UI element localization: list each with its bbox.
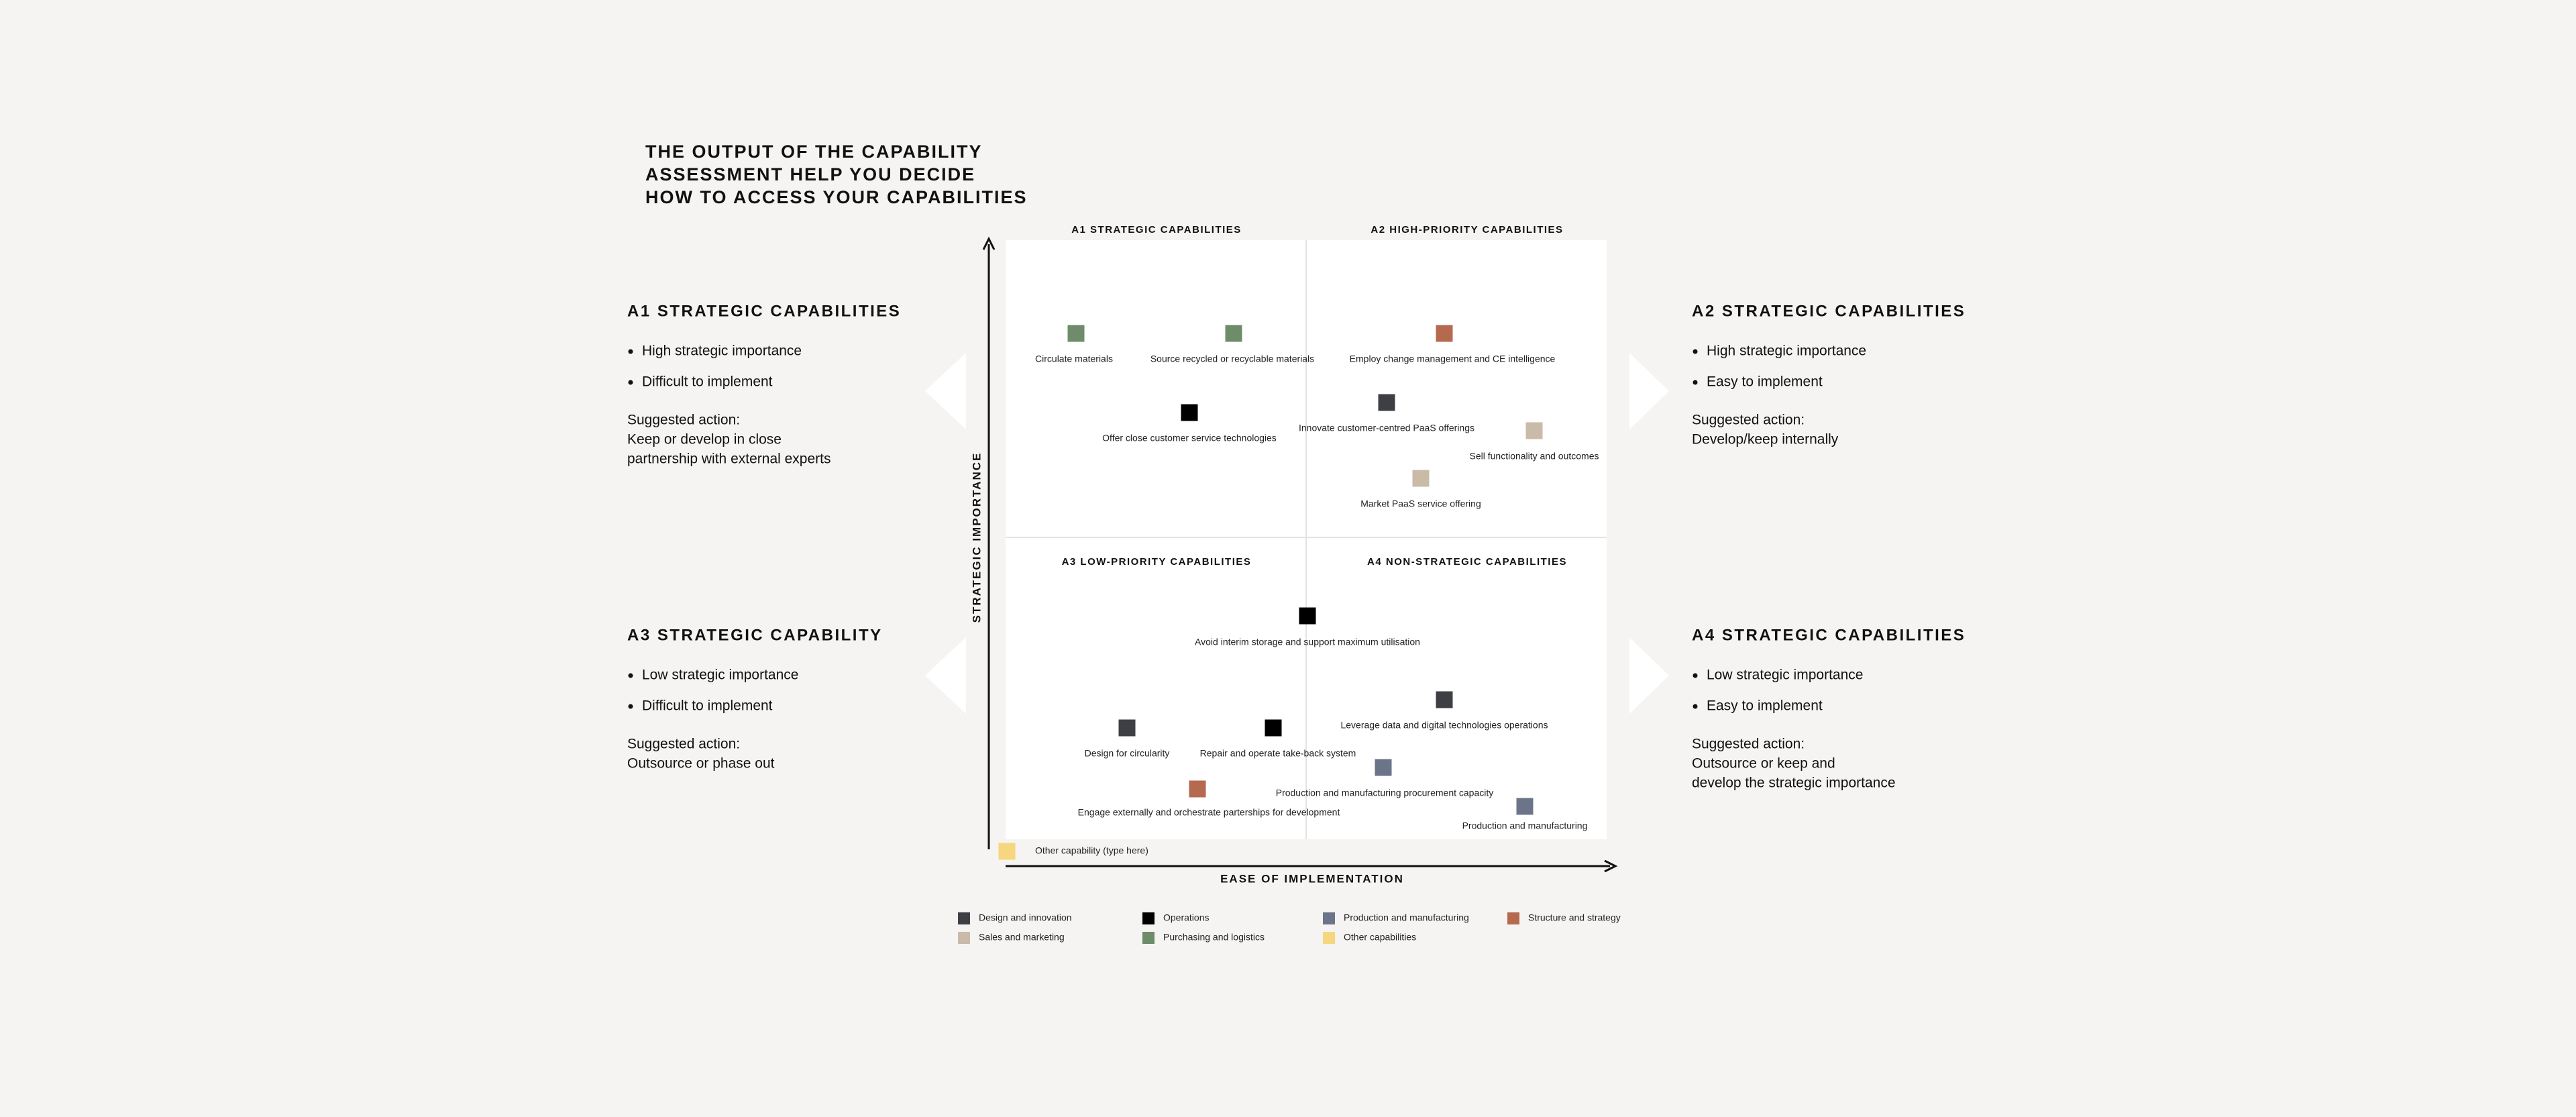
capability-marker bbox=[1118, 719, 1136, 737]
capability-marker bbox=[998, 843, 1016, 860]
capability-label: Offer close customer service technologie… bbox=[1102, 433, 1277, 443]
bullet-dot bbox=[1693, 349, 1698, 354]
arrow-shape bbox=[1629, 637, 1669, 714]
panel-action: Keep or develop in close bbox=[627, 432, 782, 447]
panel-bullet: High strategic importance bbox=[1707, 343, 1866, 359]
capability-marker bbox=[1265, 719, 1282, 737]
capability-label: Production and manufacturing bbox=[1462, 820, 1588, 831]
capability-label: Repair and operate take-back system bbox=[1200, 748, 1356, 759]
panel-bullet: Easy to implement bbox=[1707, 698, 1823, 714]
panel-bullet: High strategic importance bbox=[642, 343, 802, 359]
panel-action-label: Suggested action: bbox=[627, 737, 740, 752]
title: THE OUTPUT OF THE CAPABILITY bbox=[645, 142, 983, 162]
bullet-dot bbox=[628, 380, 633, 385]
x-arrow bbox=[1604, 859, 1618, 873]
legend-swatch bbox=[1507, 912, 1519, 924]
capability-marker bbox=[1067, 325, 1085, 342]
legend-label: Other capabilities bbox=[1344, 932, 1416, 943]
quadrant-label: A1 STRATEGIC CAPABILITIES bbox=[1071, 224, 1242, 235]
x-axis-label: EASE OF IMPLEMENTATION bbox=[1220, 872, 1404, 885]
capability-label: Employ change management and CE intellig… bbox=[1350, 354, 1556, 364]
capability-marker bbox=[1189, 780, 1206, 798]
panel-bullet: Low strategic importance bbox=[1707, 668, 1863, 683]
panel-bullet: Easy to implement bbox=[1707, 374, 1823, 390]
panel-heading: A2 STRATEGIC CAPABILITIES bbox=[1692, 302, 1966, 320]
capability-marker bbox=[1516, 798, 1534, 815]
capability-label: Avoid interim storage and support maximu… bbox=[1195, 637, 1420, 647]
panel-action-label: Suggested action: bbox=[1692, 413, 1805, 428]
bullet-dot bbox=[628, 349, 633, 354]
arrow-shape bbox=[925, 637, 966, 714]
capability-label: Sell functionality and outcomes bbox=[1470, 451, 1599, 462]
capability-label: Circulate materials bbox=[1035, 354, 1113, 364]
panel-action: partnership with external experts bbox=[627, 451, 831, 467]
legend-swatch bbox=[1142, 912, 1155, 924]
panel-action-label: Suggested action: bbox=[1692, 737, 1805, 752]
panel-action: develop the strategic importance bbox=[1692, 776, 1896, 791]
capability-marker bbox=[1181, 404, 1198, 421]
capability-marker bbox=[1375, 759, 1392, 776]
capability-marker bbox=[1436, 691, 1453, 708]
legend-label: Structure and strategy bbox=[1528, 912, 1621, 923]
capability-marker bbox=[1436, 325, 1453, 342]
capability-marker bbox=[1225, 325, 1242, 342]
capability-label: Innovate customer-centred PaaS offerings bbox=[1299, 423, 1474, 433]
panel-action-label: Suggested action: bbox=[627, 413, 740, 428]
legend-label: Production and manufacturing bbox=[1344, 912, 1469, 923]
capability-marker bbox=[1299, 607, 1316, 625]
panel-bullet: Difficult to implement bbox=[642, 698, 773, 714]
title: ASSESSMENT HELP YOU DECIDE bbox=[645, 164, 975, 184]
panel-action: Develop/keep internally bbox=[1692, 432, 1839, 447]
legend-swatch bbox=[958, 932, 970, 944]
legend-swatch bbox=[1323, 912, 1335, 924]
capability-label: Design for circularity bbox=[1085, 748, 1170, 759]
bullet-dot bbox=[628, 673, 633, 678]
quadrant-label: A2 HIGH-PRIORITY CAPABILITIES bbox=[1371, 224, 1563, 235]
capability-marker bbox=[1525, 422, 1543, 439]
bullet-dot bbox=[1693, 673, 1698, 678]
quadrant-label: A3 LOW-PRIORITY CAPABILITIES bbox=[1062, 556, 1252, 568]
legend-label: Design and innovation bbox=[979, 912, 1072, 923]
legend-label: Sales and marketing bbox=[979, 932, 1065, 943]
panel-bullet: Low strategic importance bbox=[642, 668, 798, 683]
capability-label: Source recycled or recyclable materials bbox=[1150, 354, 1314, 364]
capability-marker bbox=[1378, 394, 1395, 411]
legend-swatch bbox=[958, 912, 970, 924]
legend-label: Purchasing and logistics bbox=[1163, 932, 1265, 943]
capability-label: Other capability (type here) bbox=[1035, 845, 1148, 856]
legend-label: Operations bbox=[1163, 912, 1209, 923]
panel-heading: A1 STRATEGIC CAPABILITIES bbox=[627, 302, 901, 320]
panel-heading: A3 STRATEGIC CAPABILITY bbox=[627, 626, 883, 644]
capability-label: Market PaaS service offering bbox=[1360, 498, 1481, 509]
capability-marker bbox=[1412, 470, 1430, 487]
legend-swatch bbox=[1323, 932, 1335, 944]
title: HOW TO ACCESS YOUR CAPABILITIES bbox=[645, 187, 1028, 207]
capability-label: Leverage data and digital technologies o… bbox=[1340, 720, 1548, 731]
panel-action: Outsource or keep and bbox=[1692, 756, 1835, 772]
capability-label: Engage externally and orchestrate parter… bbox=[1078, 807, 1340, 818]
y-axis-label: STRATEGIC IMPORTANCE bbox=[970, 452, 983, 623]
panel-heading: A4 STRATEGIC CAPABILITIES bbox=[1692, 626, 1966, 644]
bullet-dot bbox=[1693, 380, 1698, 385]
arrow-shape bbox=[925, 353, 966, 429]
legend-swatch bbox=[1142, 932, 1155, 944]
y-arrow bbox=[982, 236, 996, 250]
bullet-dot bbox=[1693, 704, 1698, 709]
capability-label: Production and manufacturing procurement… bbox=[1276, 788, 1494, 798]
panel-action: Outsource or phase out bbox=[627, 756, 775, 772]
bullet-dot bbox=[628, 704, 633, 709]
quadrant-label: A4 NON-STRATEGIC CAPABILITIES bbox=[1367, 556, 1567, 568]
arrow-shape bbox=[1629, 353, 1669, 429]
panel-bullet: Difficult to implement bbox=[642, 374, 773, 390]
